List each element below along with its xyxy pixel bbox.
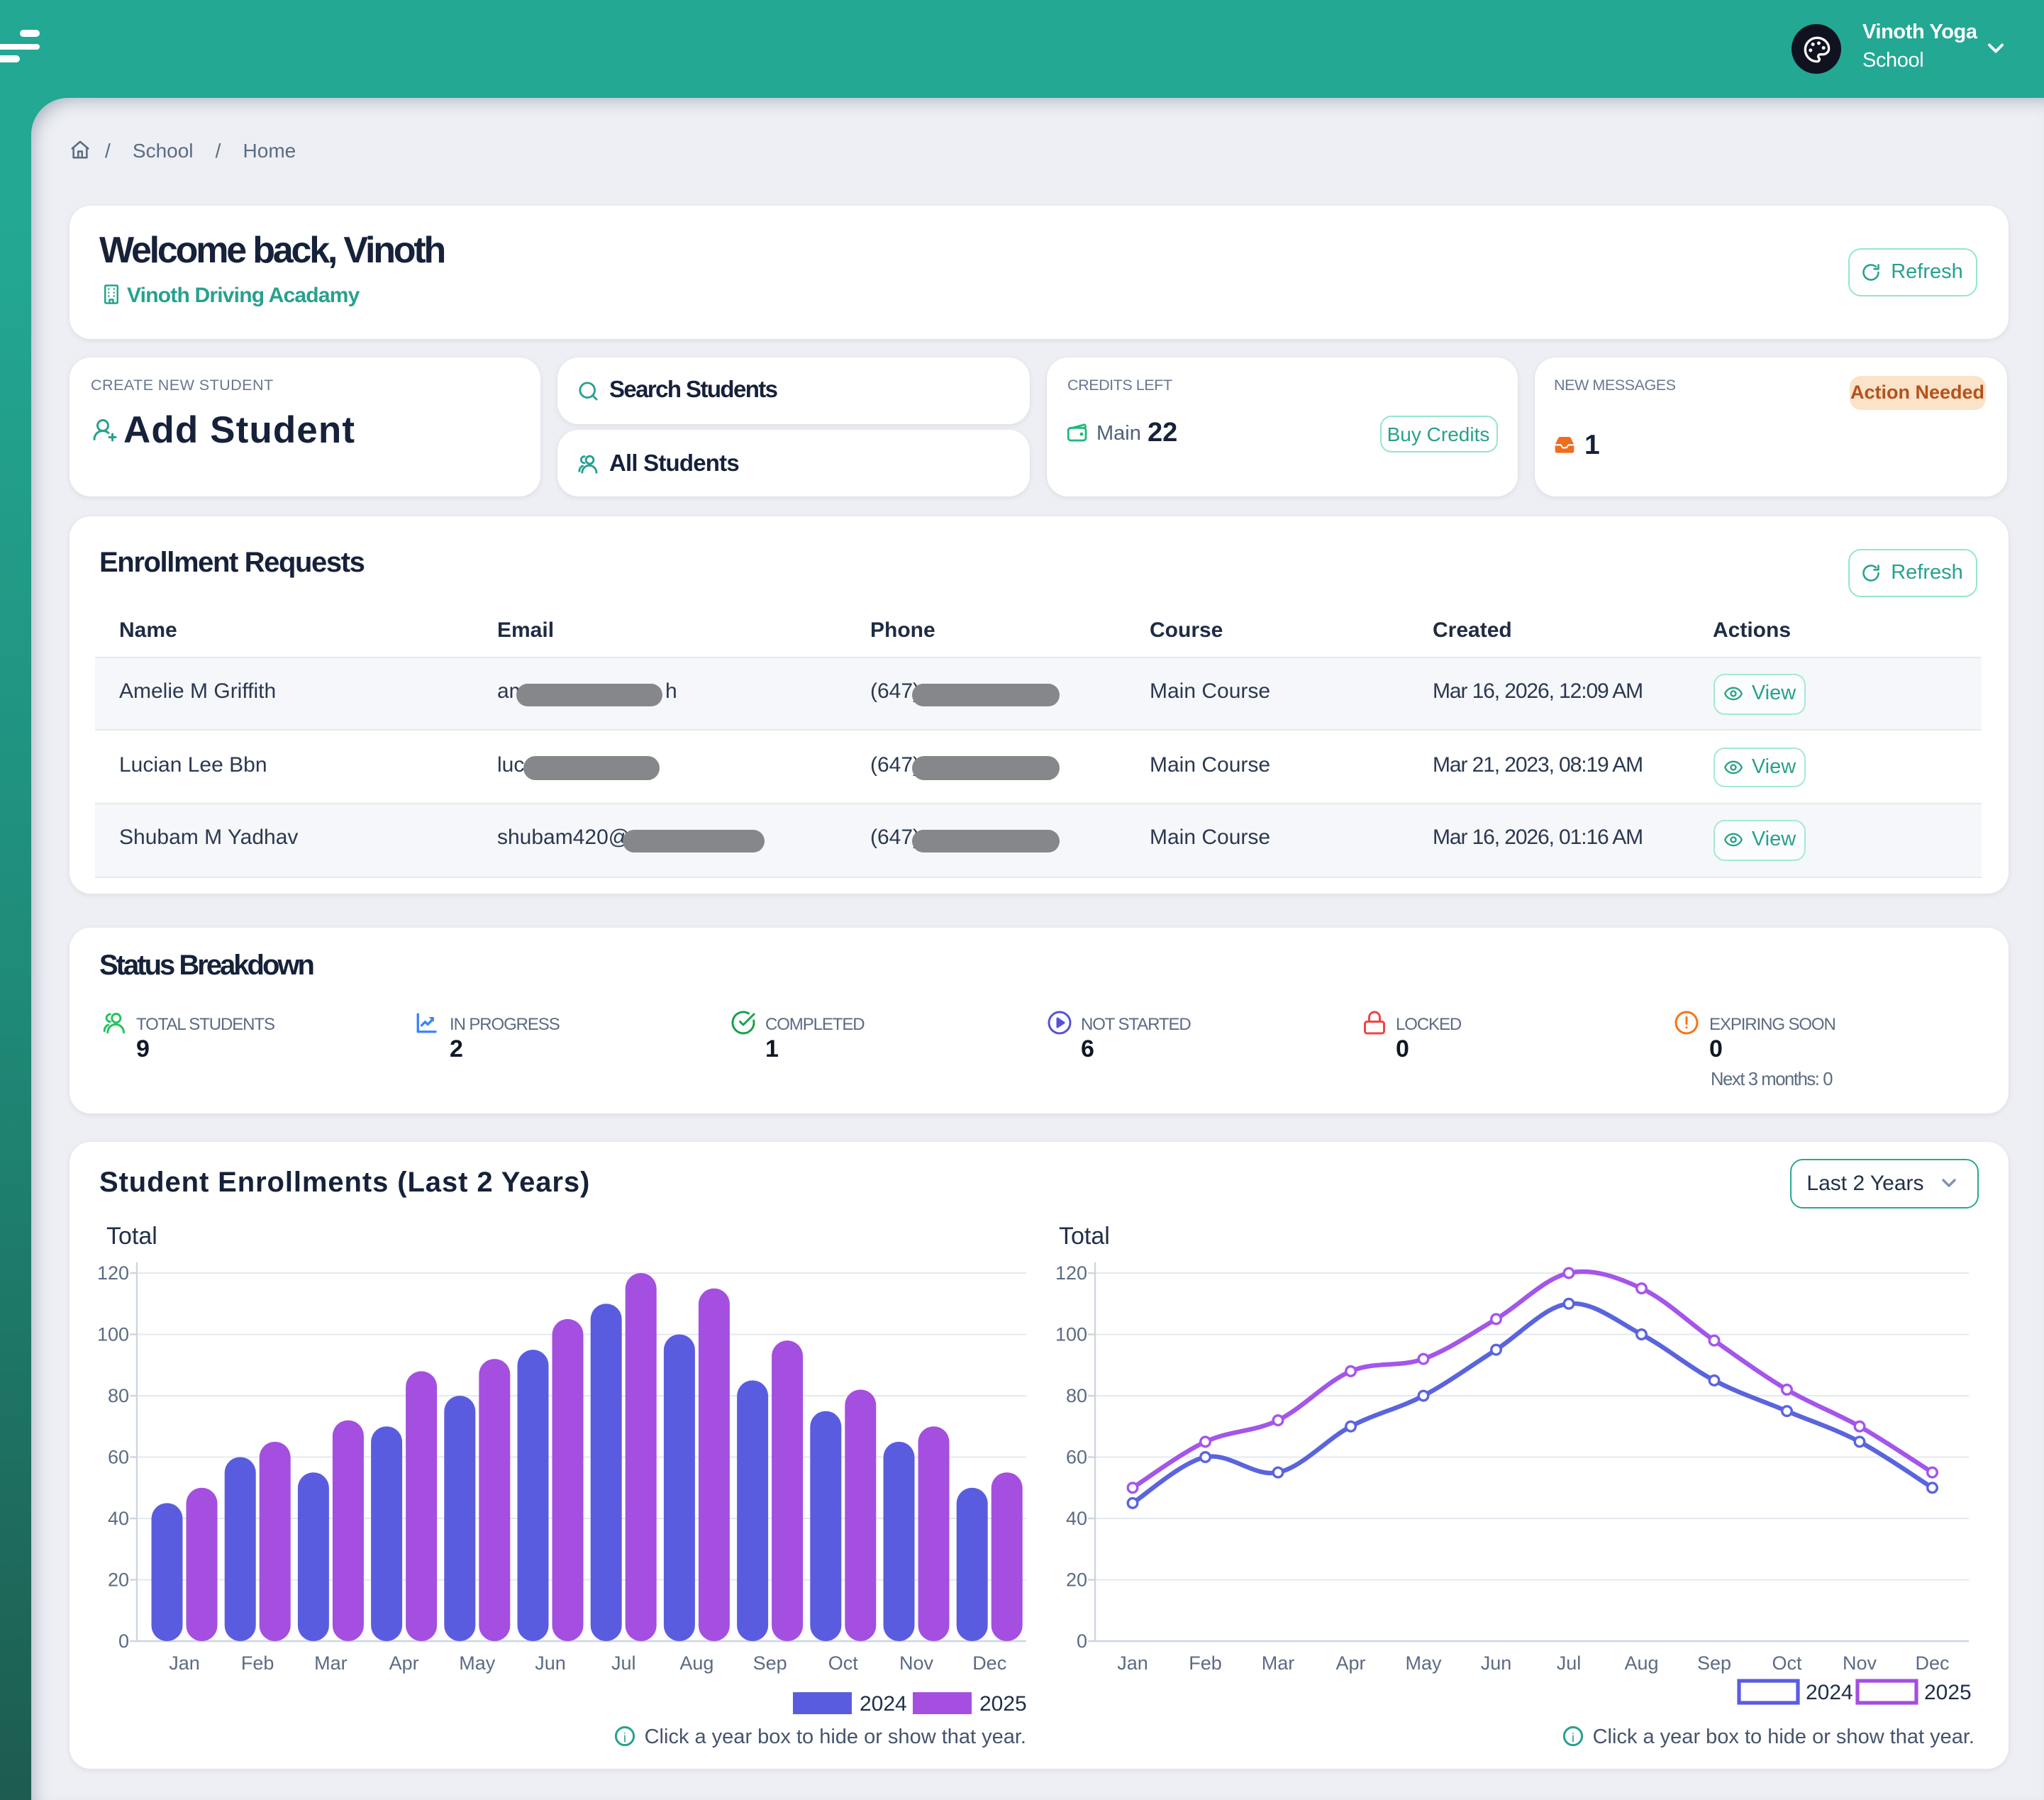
svg-text:Jan: Jan — [169, 1652, 200, 1674]
svg-text:Total: Total — [1059, 1223, 1110, 1250]
svg-text:Oct: Oct — [828, 1652, 859, 1674]
svg-text:Mar: Mar — [314, 1652, 348, 1674]
svg-text:40: 40 — [1066, 1508, 1087, 1529]
svg-text:100: 100 — [97, 1323, 129, 1345]
svg-text:2024: 2024 — [860, 1692, 907, 1716]
svg-text:60: 60 — [1066, 1446, 1087, 1467]
svg-text:0: 0 — [1077, 1630, 1087, 1652]
svg-text:80: 80 — [1066, 1385, 1087, 1406]
svg-text:Dec: Dec — [972, 1652, 1006, 1674]
svg-text:Nov: Nov — [1843, 1652, 1877, 1674]
svg-text:Aug: Aug — [1624, 1652, 1658, 1674]
svg-text:Click a year box to hide or sh: Click a year box to hide or show that ye… — [645, 1726, 1026, 1748]
svg-text:20: 20 — [108, 1569, 129, 1590]
svg-text:Apr: Apr — [389, 1652, 419, 1674]
svg-text:May: May — [1405, 1652, 1442, 1674]
svg-text:60: 60 — [108, 1446, 129, 1467]
svg-text:Jul: Jul — [611, 1652, 636, 1674]
svg-text:Jul: Jul — [1557, 1652, 1582, 1674]
svg-text:100: 100 — [1055, 1323, 1087, 1345]
svg-text:Apr: Apr — [1335, 1652, 1365, 1674]
svg-text:Mar: Mar — [1262, 1652, 1295, 1674]
svg-text:Click a year box to hide or sh: Click a year box to hide or show that ye… — [1593, 1726, 1974, 1748]
svg-text:i: i — [623, 1730, 626, 1745]
svg-text:Dec: Dec — [1915, 1652, 1949, 1674]
svg-text:Jun: Jun — [1481, 1652, 1512, 1674]
svg-text:2025: 2025 — [979, 1692, 1027, 1716]
svg-text:Aug: Aug — [679, 1652, 713, 1674]
svg-text:120: 120 — [97, 1262, 129, 1284]
svg-text:i: i — [1572, 1730, 1574, 1745]
svg-text:2025: 2025 — [1924, 1681, 1972, 1704]
svg-text:Jun: Jun — [535, 1652, 566, 1674]
svg-text:Feb: Feb — [1189, 1652, 1222, 1674]
svg-text:20: 20 — [1066, 1569, 1087, 1590]
svg-text:40: 40 — [108, 1508, 129, 1529]
svg-text:Nov: Nov — [899, 1652, 934, 1674]
svg-text:Sep: Sep — [1697, 1652, 1731, 1674]
svg-text:Total: Total — [106, 1223, 157, 1250]
svg-text:Feb: Feb — [241, 1652, 274, 1674]
svg-text:120: 120 — [1055, 1262, 1087, 1284]
svg-text:Sep: Sep — [753, 1652, 787, 1674]
svg-text:Jan: Jan — [1117, 1652, 1148, 1674]
svg-text:2024: 2024 — [1806, 1681, 1853, 1704]
svg-text:0: 0 — [118, 1630, 129, 1652]
svg-text:80: 80 — [108, 1385, 129, 1406]
svg-text:May: May — [459, 1652, 496, 1674]
svg-text:Oct: Oct — [1772, 1652, 1802, 1674]
